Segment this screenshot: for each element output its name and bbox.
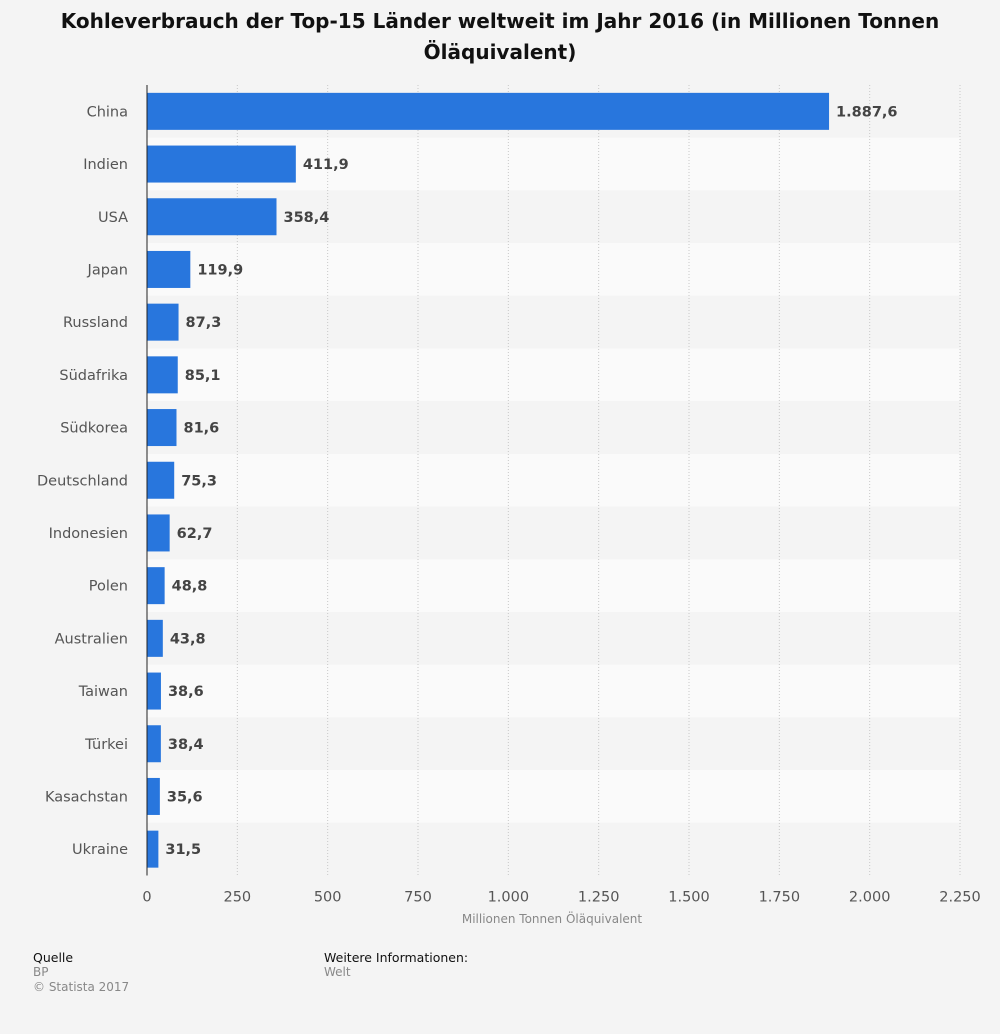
bar[interactable] [147,409,177,447]
value-label: 358,4 [284,210,330,226]
bars [147,92,830,868]
category-label: Kasachstan [45,789,128,805]
x-tick-label: 250 [223,890,251,906]
row-band [147,770,960,823]
bar[interactable] [147,145,296,183]
value-label: 119,9 [197,262,243,278]
x-tick-labels: 0 250 500 750 1.000 1.250 1.500 1.750 2.000 2.250 [142,890,980,906]
value-label: 75,3 [181,473,217,489]
bar[interactable] [147,567,165,605]
row-band [147,612,960,665]
bar[interactable] [147,619,163,657]
value-label: 31,5 [165,842,201,858]
bar[interactable] [147,830,159,868]
row-band [147,453,960,507]
category-label: Türkei [84,737,128,753]
x-tick-label: 0 [142,890,151,906]
row-band [147,717,960,771]
bar[interactable] [147,92,830,130]
bar[interactable] [147,777,160,815]
bar-chart: China Indien USA Japan Russland Südafrika Südk… [37,85,981,926]
category-label: Taiwan [78,684,128,700]
x-tick-label: 2.000 [849,890,891,906]
x-tick-label: 2.250 [939,890,981,906]
x-tick-label: 1.500 [668,890,710,906]
value-label: 87,3 [186,315,222,331]
category-label: Japan [87,262,128,278]
row-band [147,559,960,612]
category-label: Deutschland [37,473,128,489]
x-tick-label: 1.250 [578,890,620,906]
category-label: China [87,104,128,120]
value-label: 48,8 [172,579,208,595]
bar[interactable] [147,514,170,552]
x-tick-label: 750 [404,890,432,906]
x-tick-label: 1.750 [759,890,801,906]
copyright-text: © Statista 2017 [33,980,130,994]
row-band [147,243,960,296]
row-band [147,506,960,560]
row-band [147,295,960,349]
x-tick-label: 1.000 [488,890,530,906]
row-band [147,190,960,244]
value-label: 62,7 [177,526,213,542]
bar[interactable] [147,198,277,236]
value-label: 35,6 [167,789,203,805]
row-band [147,822,960,876]
category-label: Russland [63,315,128,331]
row-band [147,348,960,402]
row-bands [147,85,960,876]
category-label: Südafrika [59,368,128,384]
source-block: Quelle BP © Statista 2017 [33,950,129,995]
info-block: Weitere Informationen: Welt [324,950,468,980]
category-label: Australien [55,631,128,647]
bar[interactable] [147,461,175,499]
bar[interactable] [147,250,191,288]
category-label: USA [98,210,128,226]
bar[interactable] [147,356,178,394]
bar[interactable] [147,303,179,341]
info-text: Welt [324,965,351,979]
category-label: Südkorea [60,421,128,437]
category-label: Indien [83,157,128,173]
category-label: Polen [89,579,128,595]
chart-title: Kohleverbrauch der Top-15 Länder weltwei… [60,9,940,64]
x-axis-label: Millionen Tonnen Öläquivalent [462,910,643,926]
category-label: Ukraine [72,842,128,858]
value-label: 411,9 [303,157,349,173]
bar[interactable] [147,725,161,763]
row-band [147,664,960,718]
category-labels: China Indien USA Japan Russland Südafrika Südk… [37,104,128,858]
value-label: 43,8 [170,631,206,647]
value-label: 38,4 [168,737,204,753]
row-band [147,401,960,454]
source-heading: Quelle [33,950,74,965]
info-heading: Weitere Informationen: [324,950,469,965]
value-label: 81,6 [183,421,219,437]
value-labels: 1.887,6 411,9 358,4 119,9 87,3 85,1 81,6 75,3 62… [165,104,897,858]
value-label: 38,6 [168,684,204,700]
value-label: 1.887,6 [836,104,897,120]
bar[interactable] [147,672,161,710]
source-text: BP [33,965,49,979]
category-label: Indonesien [49,526,128,542]
x-tick-label: 500 [314,890,342,906]
value-label: 85,1 [185,368,221,384]
